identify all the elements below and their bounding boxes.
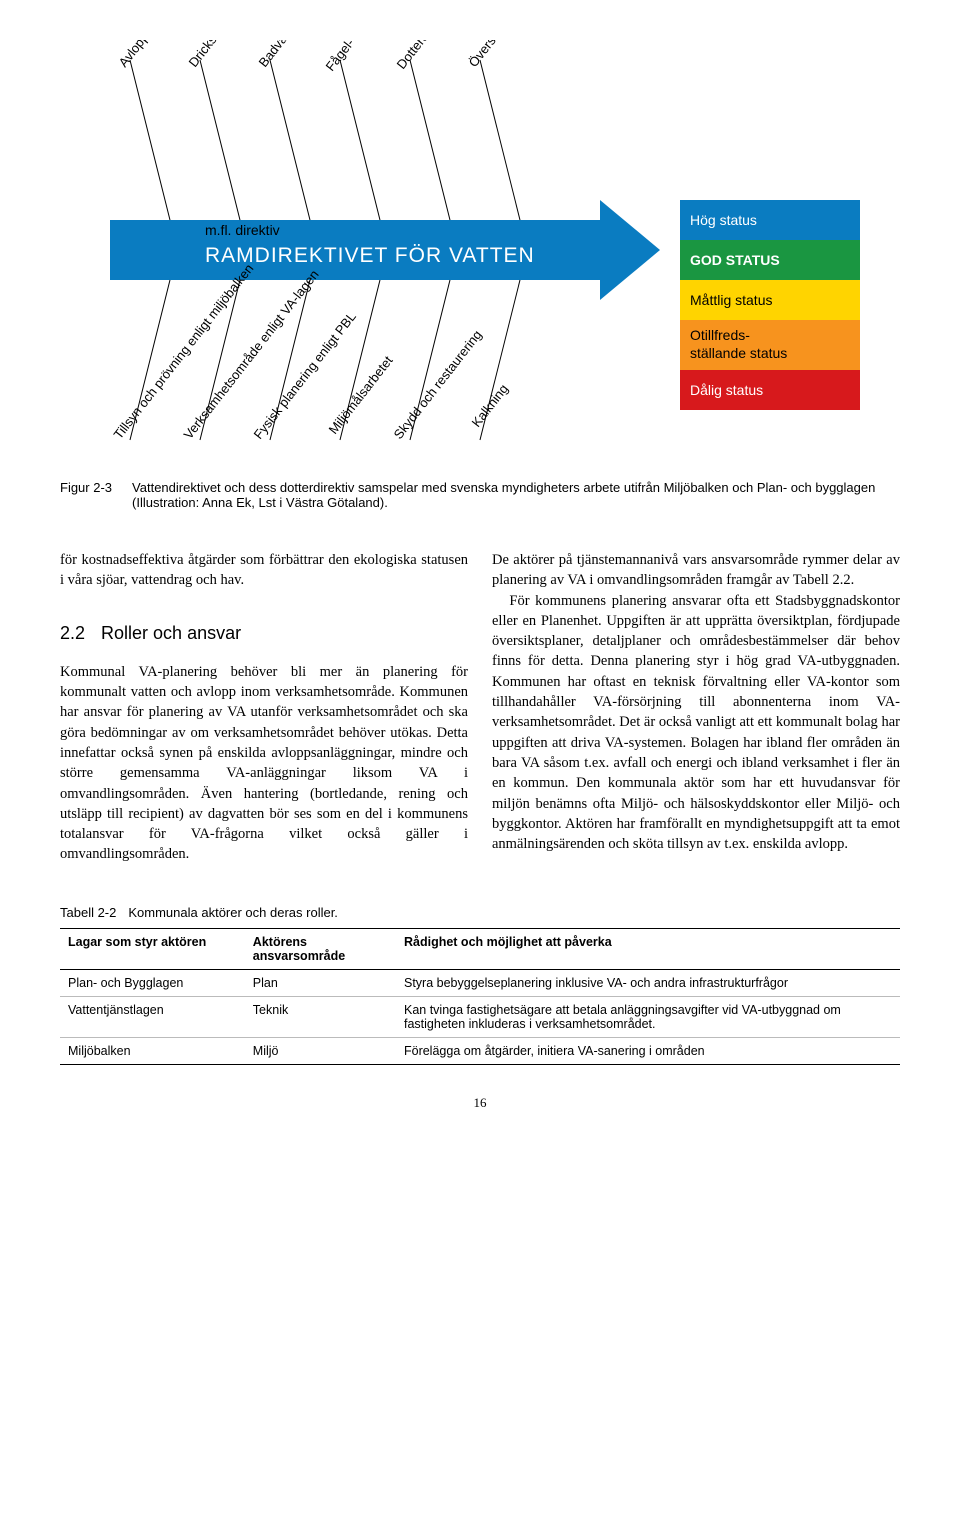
fishbone-diagram: m.fl. direktiv RAMDIREKTIVET FÖR VATTEN … [60, 40, 900, 460]
table-row: Miljöbalken Miljö Förelägga om åtgärder,… [60, 1037, 900, 1064]
table-row: Plan- och Bygglagen Plan Styra bebyggels… [60, 969, 900, 996]
actors-table: Lagar som styr aktören Aktörens ansvarso… [60, 928, 900, 1065]
table-header: Aktörens ansvarsområde [245, 928, 396, 969]
bone-label: Badvattendirektiv [256, 40, 330, 70]
table-header-row: Lagar som styr aktören Aktörens ansvarso… [60, 928, 900, 969]
status-label: Otillfreds- [690, 327, 750, 343]
bone-label: Miljömålsarbetet [326, 353, 396, 437]
table-cell: Teknik [245, 996, 396, 1037]
table-cell: Plan [245, 969, 396, 996]
paragraph: De aktörer på tjänstemannanivå vars ansv… [492, 550, 900, 591]
bone-label: Skydd och restaurering [391, 327, 485, 442]
figure-caption: Figur 2-3 Vattendirektivet och dess dott… [60, 480, 900, 510]
main-arrow-label: RAMDIREKTIVET FÖR VATTEN [205, 244, 535, 267]
bone-label: Verksamhetsområde enligt VA-lagen [181, 267, 322, 442]
table-cell: Vattentjänstlagen [60, 996, 245, 1037]
status-label: Hög status [690, 212, 757, 228]
bone-label: Kalkning [469, 381, 512, 430]
paragraph: Kommunal VA-planering behöver bli mer än… [60, 662, 468, 865]
diagram-svg: m.fl. direktiv RAMDIREKTIVET FÖR VATTEN … [60, 40, 900, 460]
table-cell: Förelägga om åtgärder, initiera VA-saner… [396, 1037, 900, 1064]
mfl-label: m.fl. direktiv [205, 222, 280, 238]
table-caption-text: Kommunala aktörer och deras roller. [128, 905, 338, 920]
bone-label: Tillsyn och prövning enligt miljöbalken [111, 261, 257, 442]
table-cell: Plan- och Bygglagen [60, 969, 245, 996]
section-heading: 2.2 Roller och ansvar [60, 621, 468, 646]
upper-bones: Avloppsvattendirektiv Dricksvattendirekt… [116, 40, 559, 220]
status-label: Måttlig status [690, 292, 772, 308]
status-label: Dålig status [690, 382, 763, 398]
section-number: 2.2 [60, 623, 85, 643]
table-cell: Miljöbalken [60, 1037, 245, 1064]
table-number: Tabell 2-2 [60, 905, 116, 920]
section-title: Roller och ansvar [101, 623, 241, 643]
paragraph: För kommunens planering ansvarar ofta et… [492, 591, 900, 855]
column-right: De aktörer på tjänstemannanivå vars ansv… [492, 550, 900, 865]
page-number: 16 [60, 1095, 900, 1111]
status-legend: Hög status GOD STATUS Måttlig status Oti… [680, 200, 860, 410]
bone-label: Översvämningsdirektiv [466, 40, 559, 70]
table-header: Lagar som styr aktören [60, 928, 245, 969]
table-cell: Miljö [245, 1037, 396, 1064]
table-caption: Tabell 2-2 Kommunala aktörer och deras ro… [60, 905, 900, 920]
lower-bones: Tillsyn och prövning enligt miljöbalken … [111, 261, 520, 442]
status-label: GOD STATUS [690, 252, 780, 268]
table-cell: Kan tvinga fastighetsägare att betala an… [396, 996, 900, 1037]
body-text: för kostnadseffektiva åtgärder som förbä… [60, 550, 900, 865]
column-left: för kostnadseffektiva åtgärder som förbä… [60, 550, 468, 865]
table-header: Rådighet och möjlighet att påverka [396, 928, 900, 969]
figure-text: Vattendirektivet och dess dotterdirektiv… [132, 480, 900, 510]
bone-label: Dricksvattendirektiv [186, 40, 268, 70]
table-cell: Styra bebyggelseplanering inklusive VA- … [396, 969, 900, 996]
status-label: ställande status [690, 345, 787, 361]
table-row: Vattentjänstlagen Teknik Kan tvinga fast… [60, 996, 900, 1037]
figure-number: Figur 2-3 [60, 480, 112, 510]
paragraph: för kostnadseffektiva åtgärder som förbä… [60, 550, 468, 591]
